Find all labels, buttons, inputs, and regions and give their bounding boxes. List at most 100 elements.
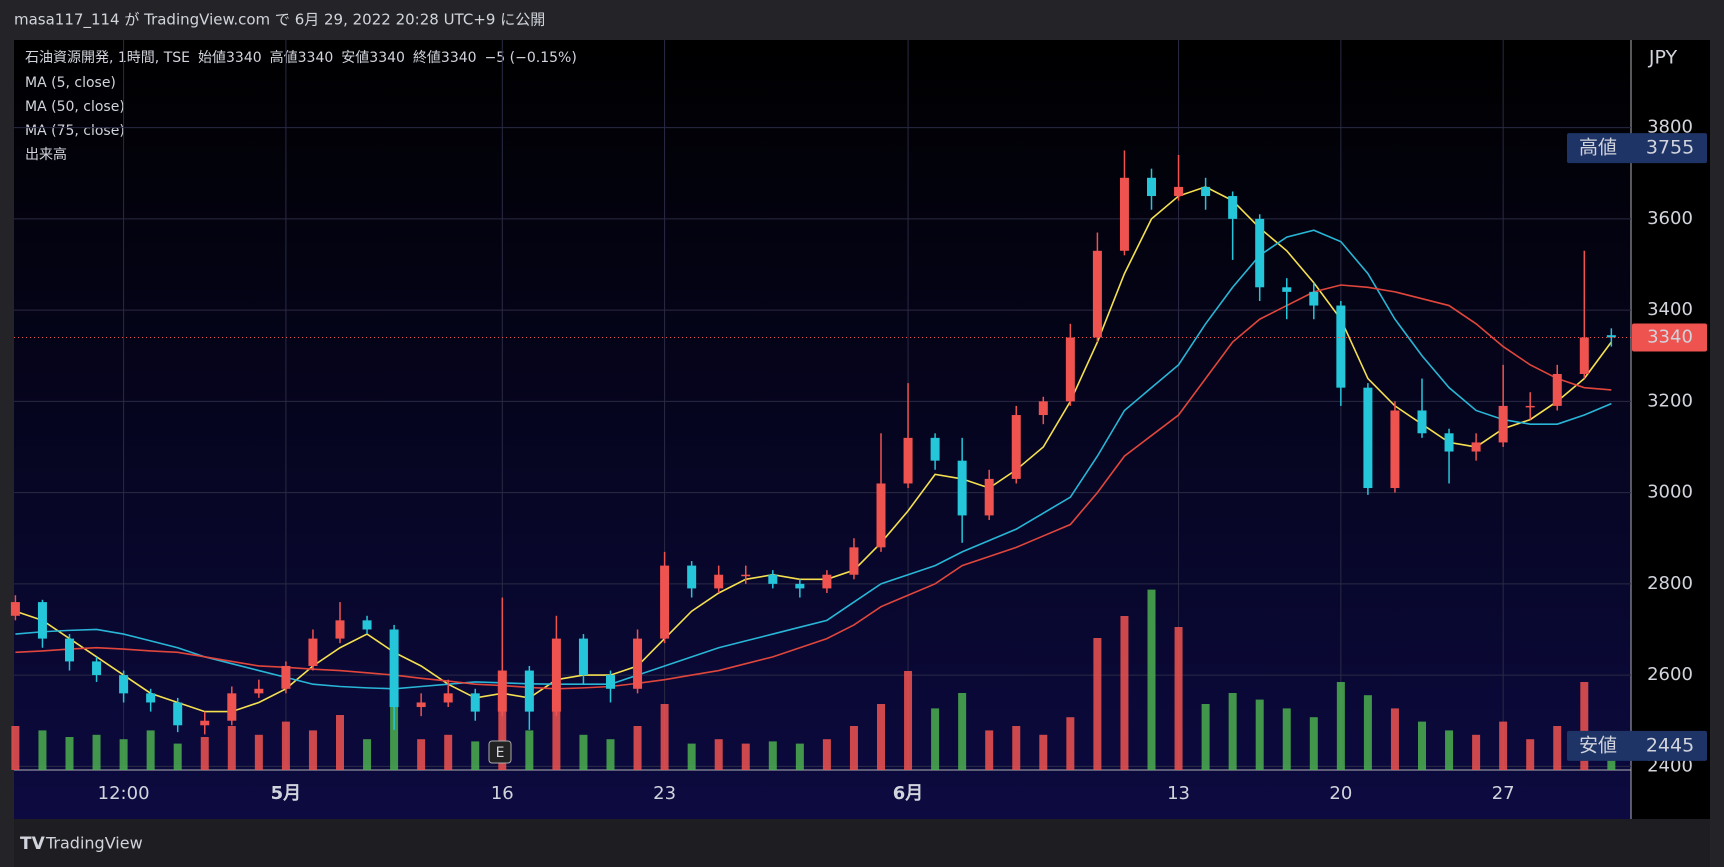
x-tick-label: 12:00 — [98, 783, 150, 804]
marker-box — [1567, 133, 1707, 164]
candle-body — [1092, 250, 1102, 338]
volume-bar — [1499, 721, 1508, 770]
marker-value: 3755 — [1646, 137, 1694, 159]
volume-bar — [1066, 717, 1075, 770]
candle-body — [1065, 337, 1075, 402]
volume-bar — [1418, 721, 1426, 770]
price-axis — [1631, 40, 1710, 819]
candle-body — [308, 638, 318, 666]
candle-body — [389, 629, 399, 708]
candle-body — [1498, 405, 1508, 443]
candle-body — [200, 720, 210, 726]
volume-bar — [525, 730, 534, 770]
candle-body — [1228, 196, 1238, 219]
volume-bar — [200, 737, 209, 770]
candle-body — [443, 693, 453, 703]
volume-bar — [1363, 695, 1372, 770]
y-tick-label: 2800 — [1647, 573, 1693, 594]
volume-bar — [714, 739, 723, 770]
volume-bar — [173, 743, 182, 770]
candle-body — [1525, 405, 1535, 408]
candle-body — [37, 602, 47, 639]
candle-body — [741, 574, 751, 577]
candle-body — [1606, 335, 1616, 338]
volume-bar — [1282, 708, 1291, 770]
volume-bar — [1120, 616, 1129, 770]
volume-bar — [254, 734, 263, 770]
volume-bar — [11, 726, 20, 770]
volume-bar — [92, 734, 101, 770]
y-tick-label: 3000 — [1647, 482, 1693, 503]
candle-body — [957, 460, 967, 516]
volume-bar — [444, 734, 453, 770]
candle-body — [876, 483, 886, 548]
candle-body — [1282, 287, 1292, 292]
candle-body — [768, 574, 778, 584]
change: −5 (−0.15%) — [485, 50, 577, 66]
volume-bar — [985, 730, 994, 770]
candle-body — [65, 638, 74, 662]
candle-body — [714, 574, 724, 589]
candle-body — [362, 620, 372, 630]
volume-bar — [1201, 704, 1210, 770]
x-tick-label: 6月 — [893, 783, 924, 804]
candle-body — [551, 638, 561, 712]
volume-bar — [579, 734, 588, 770]
candle-body — [1552, 373, 1562, 406]
candle-body — [578, 638, 588, 676]
currency: JPY — [1648, 47, 1678, 69]
candle-body — [930, 437, 940, 461]
header: masa117_114 が TradingView.com で 6月 29, 2… — [14, 11, 545, 30]
volume-bar — [336, 715, 344, 770]
candle-body — [1174, 186, 1184, 197]
volume-bar — [281, 721, 290, 770]
volume-bar — [877, 704, 885, 770]
x-tick-label: 5月 — [271, 783, 302, 804]
legend-entry: MA (5, close) — [25, 75, 116, 91]
ma-line — [15, 284, 1612, 690]
volume-bar — [1526, 739, 1535, 770]
y-tick-label: 3400 — [1647, 299, 1693, 320]
volume-bar — [308, 730, 317, 770]
footer — [14, 819, 1710, 867]
volume-bar — [498, 682, 507, 770]
candle-body — [173, 702, 183, 726]
candle-body — [1417, 410, 1427, 434]
ohlc-value: 3340 — [298, 50, 334, 66]
earnings-marker[interactable] — [488, 740, 512, 764]
candle-body — [1444, 433, 1454, 452]
volume-bar — [795, 743, 804, 770]
candle-body — [470, 693, 480, 712]
volume-bar — [1309, 717, 1318, 770]
ohlc-label: 終値 — [413, 50, 441, 66]
volume-bar — [741, 743, 750, 770]
volume-bar — [471, 741, 480, 770]
volume-bar — [633, 726, 642, 770]
volume-bar — [552, 708, 561, 770]
y-tick-label: 3600 — [1647, 208, 1693, 229]
ma-line — [15, 186, 1612, 713]
candle-body — [1038, 401, 1048, 416]
candle-body — [903, 437, 913, 484]
candle-body — [1201, 186, 1211, 197]
marker-label: 安値 — [1579, 734, 1617, 756]
candle-body — [1119, 177, 1129, 251]
volume-bar — [1255, 699, 1264, 770]
volume-bar — [1580, 682, 1589, 770]
candle-body — [281, 665, 291, 689]
x-tick-label: 23 — [653, 783, 676, 804]
plot-background — [14, 40, 1710, 819]
ma-line — [15, 229, 1612, 690]
marker-value: 2445 — [1646, 734, 1694, 756]
brand: TradingView — [45, 834, 143, 853]
volume-bar — [687, 743, 696, 770]
candle-body — [660, 565, 670, 639]
volume-bar — [904, 671, 913, 770]
ohlc-value: 3340 — [226, 50, 262, 66]
candle-body — [849, 547, 859, 575]
volume-bar — [65, 737, 74, 770]
x-tick-label: 20 — [1329, 783, 1352, 804]
candle-body — [1471, 442, 1481, 452]
last-price-label: 3340 — [1647, 326, 1693, 347]
volume-bar — [1174, 627, 1183, 770]
